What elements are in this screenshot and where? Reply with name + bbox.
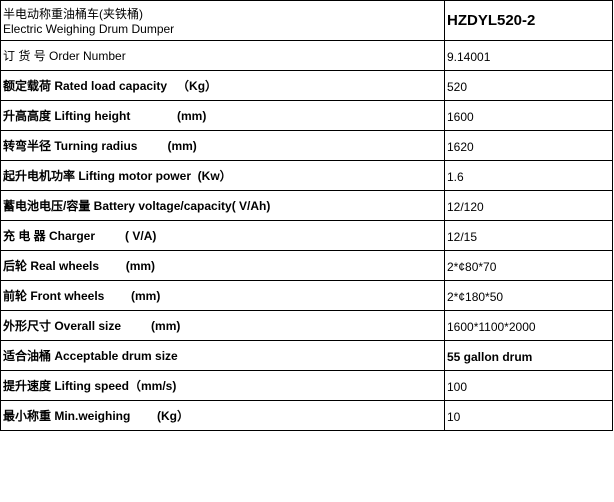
spec-label: 蓄电池电压/容量 Battery voltage/capacity( V/Ah) [1,191,445,220]
spec-label-text: 蓄电池电压/容量 Battery voltage/capacity( V/Ah) [3,197,270,214]
spec-label: 适合油桶 Acceptable drum size [1,341,445,370]
header-model-value: HZDYL520-2 [447,12,535,29]
spec-label: 额定载荷 Rated load capacity （Kg） [1,71,445,100]
spec-label-text: 订 货 号 Order Number [3,47,126,64]
spec-value: 9.14001 [445,41,613,70]
spec-row: 转弯半径 Turning radius (mm) 1620 [1,131,613,161]
spec-value-text: 1600*1100*2000 [447,320,536,334]
spec-value: 55 gallon drum [445,341,613,370]
spec-value: 10 [445,401,613,430]
spec-label: 充 电 器 Charger ( V/A) [1,221,445,250]
spec-label-text: 升高高度 Lifting height (mm) [3,107,206,124]
spec-value-text: 2*¢180*50 [447,290,503,304]
spec-row: 升高高度 Lifting height (mm) 1600 [1,101,613,131]
spec-value-text: 2*¢80*70 [447,260,496,274]
spec-value: 520 [445,71,613,100]
spec-label: 提升速度 Lifting speed（mm/s) [1,371,445,400]
spec-value-text: 12/15 [447,230,477,244]
spec-label-text: 适合油桶 Acceptable drum size [3,347,178,364]
spec-value: 1600*1100*2000 [445,311,613,340]
spec-value-text: 9.14001 [447,50,490,64]
spec-value: 12/15 [445,221,613,250]
spec-value: 1620 [445,131,613,160]
spec-label-text: 最小称重 Min.weighing (Kg） [3,407,189,424]
spec-label-text: 外形尺寸 Overall size (mm) [3,317,180,334]
spec-row: 后轮 Real wheels (mm) 2*¢80*70 [1,251,613,281]
spec-value-text: 10 [447,410,460,424]
spec-row: 前轮 Front wheels (mm) 2*¢180*50 [1,281,613,311]
spec-value: 1.6 [445,161,613,190]
spec-label: 后轮 Real wheels (mm) [1,251,445,280]
spec-row: 起升电机功率 Lifting motor power (Kw） 1.6 [1,161,613,191]
header-label-en: Electric Weighing Drum Dumper [3,22,440,36]
spec-label: 最小称重 Min.weighing (Kg） [1,401,445,430]
spec-value-text: 12/120 [447,200,484,214]
spec-label: 升高高度 Lifting height (mm) [1,101,445,130]
spec-value-text: 520 [447,80,467,94]
spec-label: 起升电机功率 Lifting motor power (Kw） [1,161,445,190]
spec-row: 蓄电池电压/容量 Battery voltage/capacity( V/Ah)… [1,191,613,221]
header-label-cell: 半电动称重油桶车(夹铁桶) Electric Weighing Drum Dum… [1,1,445,40]
spec-value-text: 100 [447,380,467,394]
spec-row: 订 货 号 Order Number 9.14001 [1,41,613,71]
spec-row: 外形尺寸 Overall size (mm) 1600*1100*2000 [1,311,613,341]
spec-row: 最小称重 Min.weighing (Kg） 10 [1,401,613,431]
spec-label: 订 货 号 Order Number [1,41,445,70]
spec-row: 提升速度 Lifting speed（mm/s) 100 [1,371,613,401]
spec-label: 外形尺寸 Overall size (mm) [1,311,445,340]
spec-label: 转弯半径 Turning radius (mm) [1,131,445,160]
spec-value: 2*¢180*50 [445,281,613,310]
spec-label-text: 提升速度 Lifting speed（mm/s) [3,377,176,394]
spec-value-text: 1620 [447,140,474,154]
spec-row: 充 电 器 Charger ( V/A) 12/15 [1,221,613,251]
spec-label: 前轮 Front wheels (mm) [1,281,445,310]
header-label-cn: 半电动称重油桶车(夹铁桶) [3,5,440,22]
spec-label-text: 额定载荷 Rated load capacity （Kg） [3,77,217,94]
header-value-cell: HZDYL520-2 [445,1,613,40]
header-row: 半电动称重油桶车(夹铁桶) Electric Weighing Drum Dum… [1,1,613,41]
spec-value-text: 55 gallon drum [447,350,532,364]
spec-label-text: 起升电机功率 Lifting motor power (Kw） [3,167,232,184]
spec-value: 100 [445,371,613,400]
spec-value: 1600 [445,101,613,130]
spec-row: 适合油桶 Acceptable drum size 55 gallon drum [1,341,613,371]
spec-label-text: 充 电 器 Charger ( V/A) [3,227,156,244]
spec-row: 额定载荷 Rated load capacity （Kg） 520 [1,71,613,101]
spec-value: 2*¢80*70 [445,251,613,280]
spec-label-text: 转弯半径 Turning radius (mm) [3,137,197,154]
spec-label-text: 前轮 Front wheels (mm) [3,287,160,304]
spec-table: 半电动称重油桶车(夹铁桶) Electric Weighing Drum Dum… [0,0,613,431]
spec-label-text: 后轮 Real wheels (mm) [3,257,155,274]
spec-value: 12/120 [445,191,613,220]
spec-value-text: 1600 [447,110,474,124]
spec-value-text: 1.6 [447,170,464,184]
